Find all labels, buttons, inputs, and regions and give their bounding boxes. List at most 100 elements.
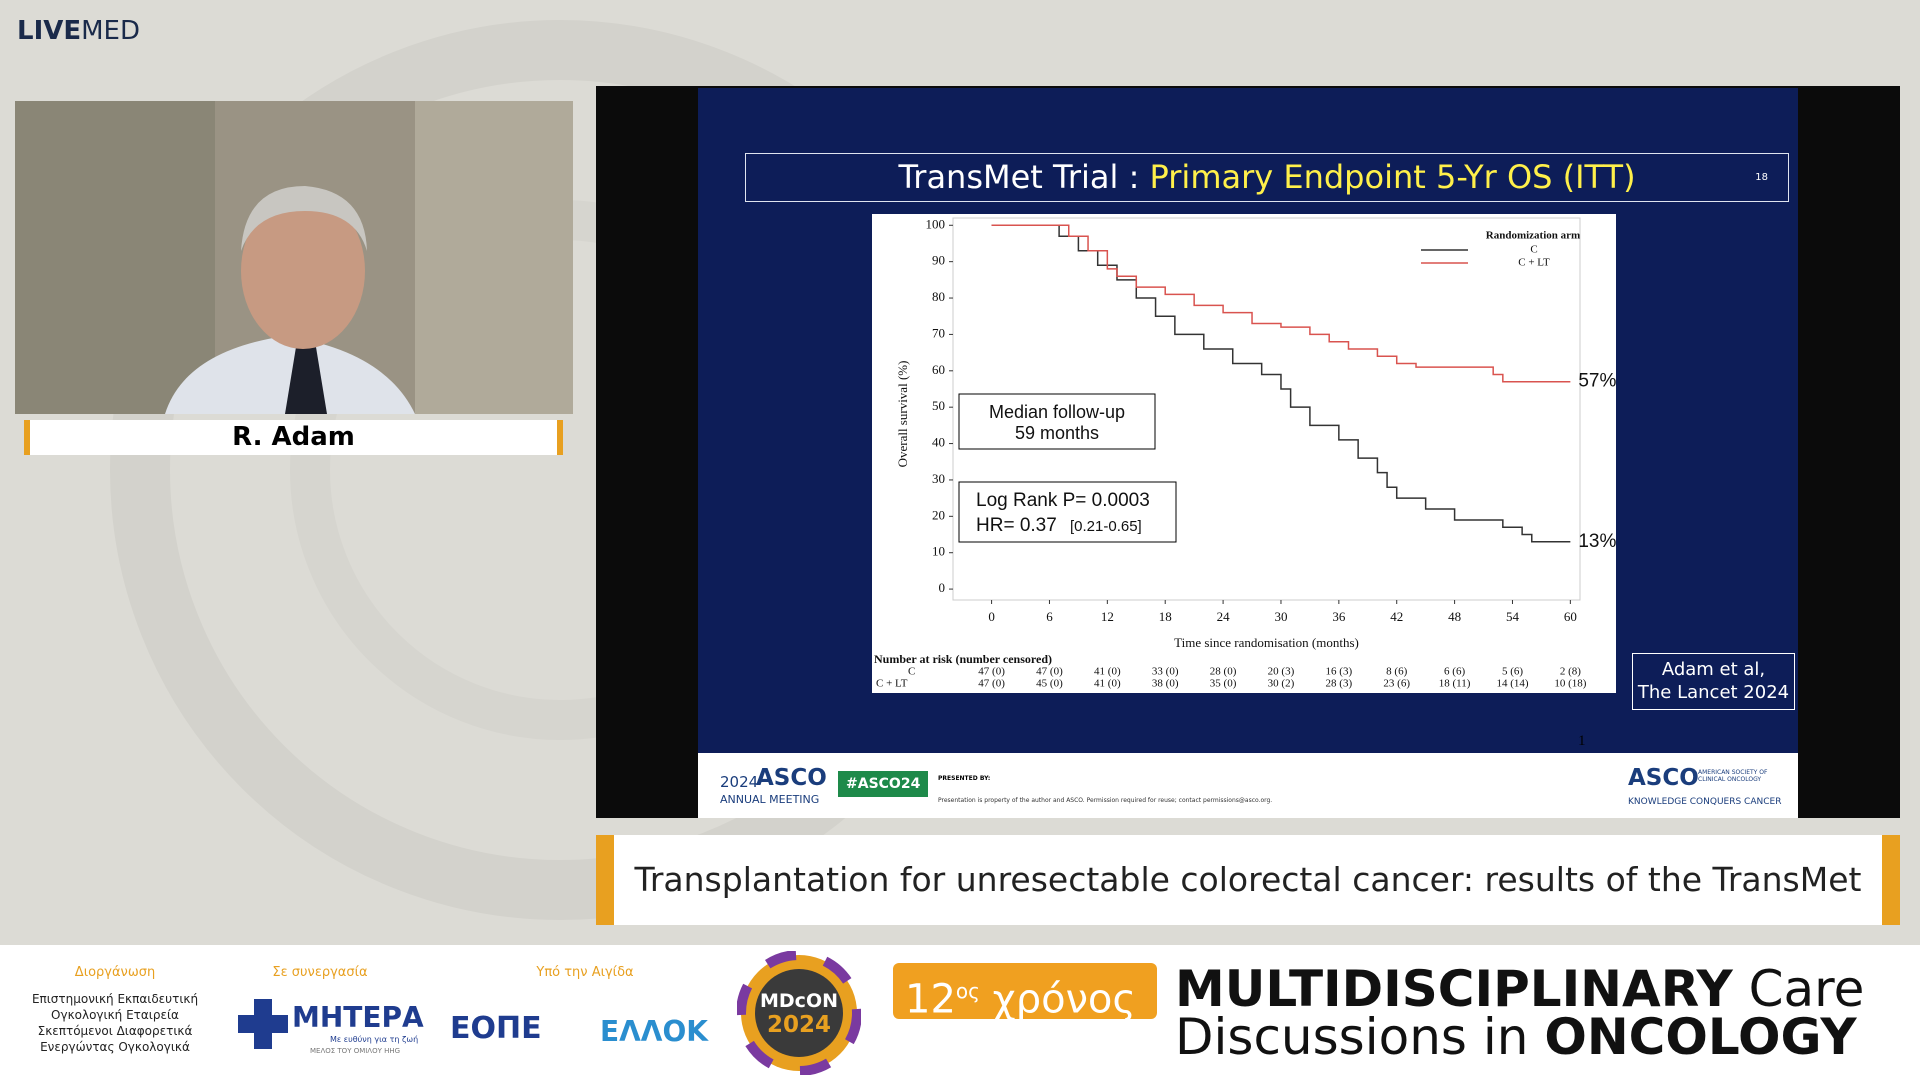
x-tick-label: 0 xyxy=(988,609,995,624)
risk-value: 47 (0) xyxy=(1036,666,1063,678)
partner-group: ΜΕΛΟΣ ΤΟΥ ΟΜΙΛΟΥ HHG xyxy=(310,1047,401,1055)
hashtag: #ASCO24 xyxy=(838,771,929,797)
sponsor-heading: Υπό την Αιγίδα xyxy=(536,965,634,980)
x-tick-label: 12 xyxy=(1101,609,1114,624)
title-line: MULTIDISCIPLINARY Care xyxy=(1175,964,1864,1014)
legend-label: C + LT xyxy=(1518,257,1550,269)
stats-box xyxy=(958,481,1177,543)
median-box xyxy=(958,393,1156,450)
x-tick-label: 18 xyxy=(1159,609,1172,624)
stats-text: [0.21-0.65] xyxy=(1070,518,1142,535)
x-tick-label: 6 xyxy=(1046,609,1053,624)
citation-line: Adam et al, xyxy=(1661,659,1766,680)
edition-number: 12 xyxy=(905,976,956,1023)
risk-value: 6 (6) xyxy=(1444,666,1465,678)
logo: LIVEMED xyxy=(17,16,140,46)
title-light: Care xyxy=(1748,960,1865,1018)
risk-value: 45 (0) xyxy=(1036,678,1063,690)
logo-bold: LIVE xyxy=(17,16,82,46)
x-tick-label: 36 xyxy=(1332,609,1346,624)
median-text: 59 months xyxy=(1015,423,1099,443)
edition-badge: 12ος χρόνος xyxy=(893,963,1157,1023)
stats-text: Log Rank P= 0.0003 xyxy=(976,490,1150,511)
y-tick-label: 100 xyxy=(926,216,946,231)
survival-curve xyxy=(991,224,1571,383)
event-badge-text: MDcON 2024 xyxy=(737,989,861,1037)
x-tick-label: 48 xyxy=(1448,609,1461,624)
risk-value: 38 (0) xyxy=(1152,678,1179,690)
y-axis-label: Overall survival (%) xyxy=(895,361,910,468)
survival-curve xyxy=(991,224,1571,543)
risk-title: Number at risk (number censored) xyxy=(874,652,1052,666)
organizer-line: Σκεπτόμενοι Διαφορετικά xyxy=(37,1024,193,1038)
y-tick-label: 40 xyxy=(932,435,945,450)
auspice-logo: ΕΟΠΕ xyxy=(450,1011,542,1046)
risk-value: 10 (18) xyxy=(1554,678,1586,690)
slide-footer: 2024 ASCO ANNUAL MEETING #ASCO24 PRESENT… xyxy=(698,753,1798,818)
slide-title: TransMet Trial : Primary Endpoint 5-Yr O… xyxy=(745,153,1789,202)
edition-word: χρόνος xyxy=(992,976,1136,1023)
organizer-line: Επιστημονική Εκπαιδευτική xyxy=(31,992,199,1006)
end-label: 57% xyxy=(1578,371,1616,392)
footer-year: 2024 xyxy=(720,773,759,791)
median-text: Median follow-up xyxy=(989,402,1125,422)
plot-frame xyxy=(952,217,1581,601)
y-tick-label: 90 xyxy=(932,253,945,268)
society-name: AMERICAN SOCIETY OF CLINICAL ONCOLOGY xyxy=(1698,769,1767,783)
partner-motto: Με ευθύνη για τη ζωή xyxy=(330,1035,419,1044)
title-line: Discussions in ONCOLOGY xyxy=(1175,1012,1864,1062)
tagline: KNOWLEDGE CONQUERS CANCER xyxy=(1628,797,1782,807)
organizer: Επιστημονική Εκπαιδευτική Ογκολογική Εται… xyxy=(10,991,220,1055)
y-tick-label: 0 xyxy=(939,580,946,595)
footer-meeting: ANNUAL MEETING xyxy=(720,793,820,806)
sponsor-heading: Διοργάνωση xyxy=(74,965,156,980)
y-tick-label: 10 xyxy=(932,544,945,559)
stats-text: HR= 0.37 xyxy=(976,515,1057,536)
x-tick-label: 30 xyxy=(1274,609,1287,624)
risk-value: 28 (0) xyxy=(1210,666,1237,678)
risk-value: 30 (2) xyxy=(1268,678,1295,690)
organizer-line: Ενεργώντας Ογκολογικά xyxy=(40,1040,190,1054)
title-bold: ONCOLOGY xyxy=(1544,1008,1857,1066)
risk-value: 14 (14) xyxy=(1496,678,1528,690)
risk-value: 2 (8) xyxy=(1560,666,1581,678)
risk-value: 5 (6) xyxy=(1502,666,1523,678)
legend-title: Randomization arm xyxy=(1486,230,1580,242)
event-badge xyxy=(737,951,861,1075)
x-tick-label: 54 xyxy=(1506,609,1520,624)
citation: Adam et al, The Lancet 2024 xyxy=(1632,653,1795,710)
x-tick-label: 24 xyxy=(1217,609,1231,624)
notice: Presentation is property of the author a… xyxy=(938,797,1273,804)
speaker-video xyxy=(15,101,573,414)
x-tick-label: 60 xyxy=(1564,609,1577,624)
speaker-name: R. Adam xyxy=(24,420,563,455)
title-bold: MULTIDISCIPLINARY xyxy=(1175,960,1733,1018)
sponsor-bar: Διοργάνωση Επιστημονική Εκπαιδευτική Ογκο… xyxy=(0,945,1920,1080)
logo-light: MED xyxy=(81,16,141,46)
risk-value: 47 (0) xyxy=(978,666,1005,678)
partner: ΜΗΤΕΡΑ xyxy=(292,1001,424,1034)
legend-label: C xyxy=(1530,244,1537,256)
end-label: 13% xyxy=(1578,531,1616,552)
partner-icon xyxy=(238,999,288,1049)
risk-row-label: C + LT xyxy=(876,678,908,690)
society-logo: ASCO xyxy=(1628,765,1699,791)
title-highlight: Primary Endpoint 5-Yr OS (ITT) xyxy=(1149,158,1636,196)
title-light: Discussions in xyxy=(1175,1008,1529,1066)
y-tick-label: 60 xyxy=(932,362,945,377)
y-tick-label: 20 xyxy=(932,507,945,522)
footer-asco: ASCO xyxy=(756,765,827,791)
page-digit: 1 xyxy=(1578,733,1586,749)
y-tick-label: 30 xyxy=(932,471,945,486)
edition-suffix: ος xyxy=(955,979,980,1003)
risk-value: 23 (6) xyxy=(1383,678,1410,690)
citation-line: The Lancet 2024 xyxy=(1637,682,1790,703)
y-tick-label: 50 xyxy=(932,398,945,413)
km-chart: 0 10 20 30 40 50 60 70 80 90 100 0 6 12 18 24 30 36 42 48 54… xyxy=(872,214,1616,693)
risk-value: 33 (0) xyxy=(1152,666,1179,678)
society-line: AMERICAN SOCIETY OF xyxy=(1698,769,1768,776)
risk-value: 41 (0) xyxy=(1094,666,1121,678)
risk-value: 28 (3) xyxy=(1326,678,1353,690)
risk-value: 18 (11) xyxy=(1439,678,1471,690)
society-line: CLINICAL ONCOLOGY xyxy=(1698,776,1762,783)
